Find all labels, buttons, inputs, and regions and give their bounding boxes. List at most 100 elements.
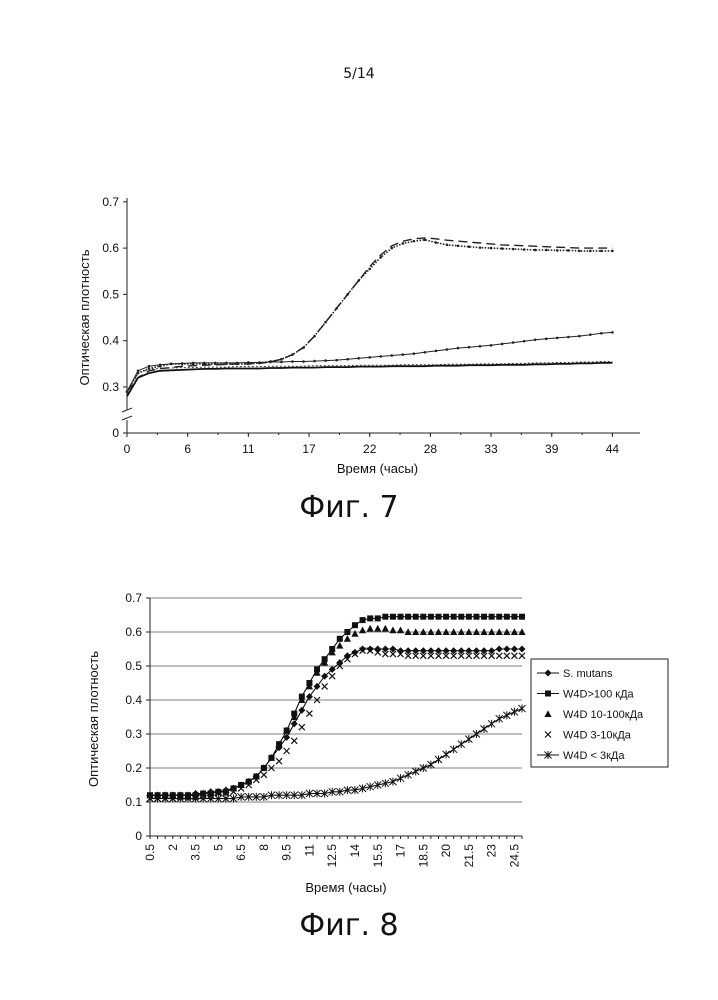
fig7-x-tick-label: 28 (424, 442, 438, 456)
fig8-x-tick-label: 20 (439, 844, 453, 858)
fig8-series-3-point (473, 652, 480, 660)
fig8-series-3-point (389, 650, 397, 658)
fig8-legend-label: W4D>100 кДа (563, 689, 635, 701)
fig7-series-c-point (180, 362, 184, 365)
fig8-series-3-point (435, 652, 442, 660)
fig7-series-c-point (500, 342, 504, 346)
fig7-series-c-point (247, 361, 250, 364)
fig7-series-a-point (522, 248, 526, 251)
fig7-y-axis-label: Оптическая плотность (77, 249, 92, 385)
fig8-legend-label: W4D 10-100кДа (563, 709, 644, 721)
fig8-legend-marker (544, 731, 552, 738)
fig8-series-2-point (510, 628, 519, 635)
fig8-series-2-point (396, 626, 405, 634)
fig7-break-mark (121, 415, 133, 421)
fig8-series-3-point (427, 652, 435, 660)
fig8-series-0-point (419, 647, 427, 655)
fig7-series-c-point (533, 338, 537, 342)
fig7-series-a-point (423, 238, 427, 242)
fig8-legend-label: W4D 3-10кДа (563, 730, 632, 742)
fig8-x-tick-label: 15.5 (371, 844, 385, 868)
fig7-series-a-point (600, 249, 603, 253)
fig7-series-c-point (544, 337, 548, 341)
fig8-series-0-point (313, 682, 321, 690)
fig8-series-0-point (404, 647, 412, 655)
fig8-series-0-point (389, 645, 397, 653)
fig7-series-c-point (445, 348, 449, 351)
fig8-series-2-point (351, 629, 359, 637)
fig7-series-c-point (555, 336, 559, 340)
fig7-y-tick-label: 0.4 (102, 334, 119, 348)
fig8-series-1-point (443, 613, 450, 620)
fig8-series-0-point (366, 645, 374, 653)
fig7-series-c-point (600, 331, 603, 335)
fig8-series-1-point (412, 613, 419, 620)
fig8-x-tick-label: 2 (166, 844, 180, 851)
fig7-series-a-point (511, 247, 515, 251)
fig7-series-c-point (136, 369, 140, 373)
fig7-series-c-point (280, 360, 283, 364)
fig7-break-mark (121, 407, 133, 413)
fig8-series-3-point (222, 790, 230, 797)
fig7-series-a-point (611, 249, 614, 253)
fig8-series-3-point (450, 652, 458, 660)
fig7-series-a-point (390, 246, 394, 250)
fig8-y-tick-label: 0.1 (125, 795, 142, 809)
fig8-series-0-point (305, 693, 313, 701)
fig8-y-tick-label: 0.4 (125, 693, 142, 707)
fig7-series-a-point (280, 357, 283, 361)
fig7-series-c-point (412, 352, 416, 355)
fig8-x-tick-label: 24.5 (507, 844, 521, 868)
fig8-series-0-point (510, 645, 518, 653)
fig7-x-axis-label: Время (часы) (337, 461, 418, 476)
fig8-series-1-point (389, 613, 396, 620)
fig7-series-c-point (611, 331, 614, 334)
fig7-series-c-point (511, 341, 515, 344)
fig8-series-2-point (260, 764, 268, 771)
fig8-series-2-point (434, 628, 443, 635)
fig7-y-tick-label: 0 (112, 426, 119, 440)
fig8-series-1-point (458, 613, 465, 620)
fig8-series-1-point (351, 622, 358, 629)
fig8-series-3-point (343, 655, 351, 663)
fig8-series-3-point (374, 648, 382, 656)
fig7-series-c-point (335, 358, 338, 362)
fig8-series-3-point (510, 652, 518, 660)
fig7-series-a-point (445, 243, 449, 247)
fig8-series-2-point (328, 648, 336, 656)
fig7-series-c-point (213, 361, 217, 365)
fig8-series-2-point (419, 628, 427, 635)
fig8-series-3-point (306, 710, 313, 718)
fig7-series-a-point (566, 249, 570, 252)
fig8-series-0-point (457, 647, 465, 655)
fig7-series-c-point (313, 359, 316, 363)
fig7-series-c-point (467, 345, 471, 349)
fig7-series-a-point (467, 245, 471, 249)
fig8-series-0-point (351, 648, 359, 656)
fig8-series-3-point (488, 652, 496, 660)
fig8-series-1-point (336, 635, 343, 642)
fig8-series-2-point (457, 628, 465, 635)
fig8-series-0-line (150, 648, 522, 796)
fig8-x-tick-label: 0.5 (143, 844, 157, 861)
fig8-series-1-point (465, 613, 472, 620)
fig8-series-1-point (503, 613, 510, 620)
fig8-legend-label: S. mutans (563, 668, 613, 680)
fig8-series-0-point (472, 647, 480, 655)
fig7-series-c-point (224, 361, 228, 365)
fig7-series-c-point (291, 360, 294, 363)
fig8-x-tick-label: 9.5 (280, 844, 294, 861)
fig7-y-tick-label: 0.6 (102, 241, 119, 255)
fig8-series-2-point (472, 628, 481, 635)
fig8-series-2-point (199, 789, 207, 797)
fig8-series-3-point (290, 737, 298, 745)
fig7-series-a-point (401, 242, 405, 245)
fig8-x-tick-label: 23 (485, 844, 499, 858)
fig8-y-tick-label: 0 (135, 829, 142, 843)
fig8-series-3-point (252, 776, 260, 784)
fig8-series-0-point (450, 647, 458, 655)
fig8-series-1-point (427, 613, 434, 620)
fig7-x-tick-label: 17 (302, 442, 316, 456)
fig8-series-2-point (305, 682, 314, 690)
fig7-series-e-line (126, 361, 613, 392)
